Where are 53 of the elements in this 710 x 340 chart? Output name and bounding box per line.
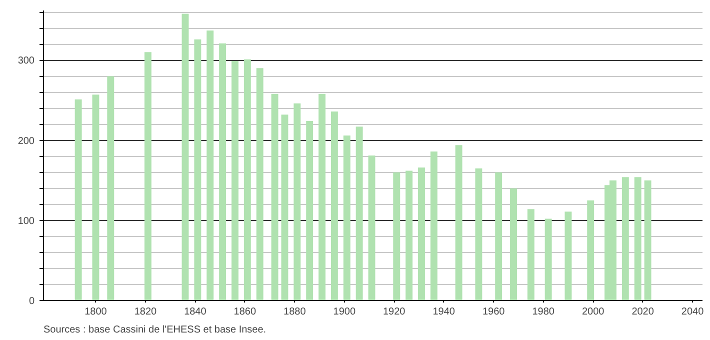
bar [418, 168, 425, 300]
bar [356, 126, 363, 300]
x-tick-label: 1880 [284, 306, 306, 318]
bar [318, 94, 326, 300]
bar [219, 43, 226, 300]
bar [92, 94, 100, 300]
bar [206, 30, 214, 300]
bar [564, 212, 572, 300]
bar [430, 151, 438, 300]
source-note: Sources : base Cassini de l'EHESS et base Insee. [44, 324, 266, 336]
bar [107, 76, 114, 300]
bar [644, 180, 652, 300]
x-tick-label: 1920 [383, 306, 406, 318]
bar [455, 145, 462, 300]
bar [622, 177, 629, 300]
bar [281, 114, 288, 300]
x-tick-label: 1820 [134, 306, 158, 318]
bar [294, 103, 301, 300]
bar [510, 188, 517, 300]
bar [194, 39, 202, 300]
bar [74, 99, 82, 300]
x-tick-label: 1800 [84, 306, 108, 318]
bar [244, 59, 251, 300]
bar [256, 68, 264, 300]
bar [587, 200, 594, 300]
x-tick-label: 1900 [333, 306, 356, 318]
bar [232, 60, 238, 300]
y-tick-label: 100 [18, 216, 35, 227]
bar [330, 111, 338, 300]
x-tick-label: 1940 [432, 306, 456, 318]
bar [634, 177, 642, 300]
bar [271, 94, 278, 300]
bar [343, 135, 350, 300]
bar [368, 156, 376, 300]
y-tick-label: 300 [18, 56, 35, 67]
bar [495, 172, 502, 300]
x-tick-label: 2040 [681, 306, 704, 318]
bar [527, 209, 534, 300]
bar [144, 52, 152, 300]
bar [182, 14, 189, 300]
x-tick-label: 2020 [632, 306, 654, 318]
x-tick-label: 1840 [184, 306, 207, 318]
x-tick-label: 1860 [234, 306, 256, 318]
bar [306, 121, 314, 300]
bar [544, 218, 552, 300]
bar [406, 170, 413, 300]
bar [475, 168, 482, 300]
bar [393, 172, 400, 300]
x-tick-label: 1980 [532, 306, 555, 318]
y-tick-label: 200 [18, 136, 35, 147]
x-tick-label: 2000 [582, 306, 605, 318]
y-tick-label: 0 [28, 296, 35, 307]
x-tick-label: 1960 [482, 306, 506, 318]
